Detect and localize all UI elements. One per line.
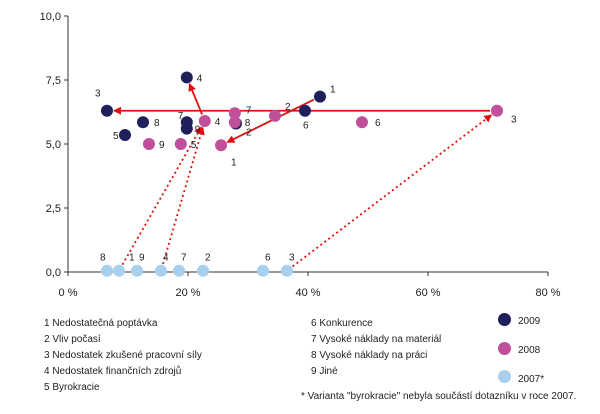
point-2009-9 xyxy=(180,122,193,135)
series-marker-2009 xyxy=(498,313,511,326)
x-tick-label: 20 % xyxy=(175,287,200,299)
point-2008-2 xyxy=(269,109,281,122)
legend-item: 6 Konkurence xyxy=(311,318,373,329)
legend-item: 7 Vysoké náklady na materiál xyxy=(311,334,442,345)
point-2008-5 xyxy=(174,138,187,150)
point-2009-8 xyxy=(137,116,149,129)
y-tick-label: 10,0 xyxy=(40,11,61,23)
point-label: 8 xyxy=(154,118,160,129)
point-label: 6 xyxy=(265,253,271,264)
point-label: 1 xyxy=(231,157,237,168)
point-label: 6 xyxy=(375,118,381,129)
x-tick-label: 80 % xyxy=(535,287,560,299)
point-2007-4 xyxy=(155,264,167,277)
point-2009-5 xyxy=(119,129,131,142)
point-2008-4 xyxy=(198,114,211,127)
point-2007-7 xyxy=(173,264,185,277)
point-label: 4 xyxy=(197,73,203,84)
y-tick-label: 2,5 xyxy=(46,203,61,215)
legend-item: 5 Byrokracie xyxy=(44,382,100,393)
point-label: 2 xyxy=(285,102,291,113)
point-2008-8 xyxy=(228,116,241,129)
y-tick-label: 7,5 xyxy=(46,75,61,87)
arrow-dotted xyxy=(292,114,493,268)
point-2008-6 xyxy=(356,116,368,129)
arrow-solid xyxy=(188,82,203,115)
point-label: 9 xyxy=(139,253,145,264)
footnote: * Varianta "byrokracie" nebyla součástí … xyxy=(301,391,577,402)
point-label: 7 xyxy=(181,253,187,264)
point-2008-1 xyxy=(215,139,227,152)
point-label: 6 xyxy=(303,121,309,132)
point-2007-8 xyxy=(101,264,113,277)
series-label: 2008 xyxy=(518,345,541,356)
point-label: 1 xyxy=(129,253,135,264)
point-2008-3 xyxy=(491,104,503,117)
series-label: 2009 xyxy=(518,316,541,327)
arrow-dotted xyxy=(162,126,205,265)
point-label: 9 xyxy=(195,125,201,136)
x-tick-label: 40 % xyxy=(295,287,320,299)
point-label: 8 xyxy=(245,118,251,129)
point-label: 2 xyxy=(205,253,211,264)
point-2008-7 xyxy=(228,107,241,120)
legend-item: 1 Nedostatečná poptávka xyxy=(44,318,158,329)
point-2008-9 xyxy=(143,138,155,150)
y-tick-label: 5,0 xyxy=(46,139,61,151)
point-label: 4 xyxy=(163,253,169,264)
point-2007-2 xyxy=(197,264,209,277)
point-label: 9 xyxy=(159,140,165,151)
point-2009-6 xyxy=(299,104,311,117)
legend-item: 9 Jiné xyxy=(311,366,338,377)
point-label: 7 xyxy=(246,105,252,116)
legend-item: 2 Vliv počasí xyxy=(44,334,101,345)
point-label: 5 xyxy=(113,131,119,142)
scatter-chart: 0,0 2,5 5,0 7,5 10,0 0 % 20 % 40 % 60 % 80 % 1 2 3 4… xyxy=(40,11,561,299)
arrow-solid xyxy=(226,98,315,144)
point-label: 4 xyxy=(215,117,221,128)
x-tick-label: 60 % xyxy=(415,287,440,299)
point-2009-4 xyxy=(180,71,193,84)
legend-item: 8 Vysoké náklady na práci xyxy=(311,350,428,361)
point-label: 3 xyxy=(289,253,295,264)
legend-item: 4 Nedostatek finančních zdrojů xyxy=(44,366,182,377)
y-tick-label: 0,0 xyxy=(46,267,61,279)
point-label: 2 xyxy=(246,128,252,139)
point-2009-3 xyxy=(101,104,113,117)
point-2007-6 xyxy=(257,264,269,277)
point-label: 1 xyxy=(330,85,336,96)
point-label: 3 xyxy=(511,115,517,126)
legend-factors-left: 1 Nedostatečná poptávka 2 Vliv počasí 3 … xyxy=(44,316,202,396)
point-label: 8 xyxy=(100,253,106,264)
series-marker-2008 xyxy=(498,342,511,355)
series-marker-2007 xyxy=(498,370,511,383)
legend-item: 3 Nedostatek zkušené pracovní síly xyxy=(44,350,202,361)
legend-factors-right: 6 Konkurence 7 Vysoké náklady na materiá… xyxy=(311,316,441,380)
point-2007-1 xyxy=(113,264,125,277)
point-label: 7 xyxy=(178,111,184,122)
point-label: 5 xyxy=(191,140,197,151)
point-label: 3 xyxy=(95,89,101,100)
point-2007-3 xyxy=(281,264,293,277)
point-2009-1 xyxy=(314,90,326,103)
point-2007-9 xyxy=(131,264,143,277)
arrow-dotted xyxy=(121,126,203,266)
x-tick-label: 0 % xyxy=(59,287,78,299)
series-label: 2007* xyxy=(518,374,545,385)
